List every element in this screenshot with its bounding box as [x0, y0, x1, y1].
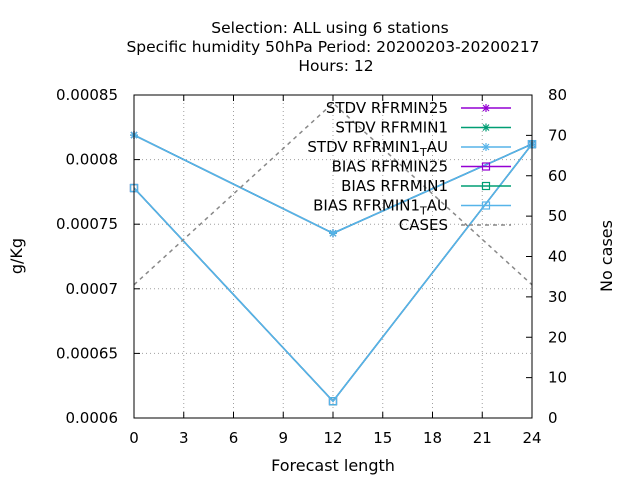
legend-label-3: BIAS RFRMIN25 — [332, 158, 448, 176]
y2-axis-label: No cases — [597, 220, 616, 292]
x-tick-label: 0 — [129, 429, 139, 447]
legend-marker-0 — [482, 104, 490, 112]
x-tick-label: 6 — [229, 429, 239, 447]
x-tick-label: 9 — [278, 429, 288, 447]
legend-label-main: BIAS RFRMIN1 — [313, 197, 420, 215]
y2-tick-label: 40 — [548, 248, 567, 266]
y2-tick-label: 50 — [548, 207, 567, 225]
legend-label-after: AU — [427, 138, 448, 156]
y2-tick-label: 30 — [548, 288, 567, 306]
legend-label-sub: T — [419, 146, 427, 159]
legend-label-6: CASES — [399, 216, 448, 234]
legend-label-4: BIAS RFRMIN1 — [341, 177, 448, 195]
legend-label-main: STDV RFRMIN1 — [335, 119, 448, 137]
series-5-point — [328, 397, 338, 406]
y2-tick-label: 80 — [548, 86, 567, 104]
x-tick-label: 3 — [179, 429, 189, 447]
legend-marker-4 — [481, 181, 491, 191]
y-tick-label: 0.0007 — [66, 280, 119, 298]
legend-label-5: BIAS RFRMIN1TAU — [313, 197, 448, 218]
y2-tick-label: 0 — [548, 409, 558, 427]
legend-marker-3 — [481, 162, 491, 171]
chart-title-line-1: Selection: ALL using 6 stations — [211, 19, 448, 37]
y2-tick-label: 70 — [548, 126, 567, 144]
x-tick-label: 12 — [323, 429, 342, 447]
y-tick-label: 0.00075 — [56, 215, 118, 233]
y-tick-label: 0.0006 — [66, 409, 119, 427]
series-line-6 — [133, 102, 533, 286]
legend-marker-5 — [481, 201, 491, 210]
y-tick-label: 0.00065 — [56, 344, 118, 362]
legend-label-main: BIAS RFRMIN1 — [341, 177, 448, 195]
legend-label-main: CASES — [399, 216, 448, 234]
chart-title-line-3: Hours: 12 — [298, 57, 373, 75]
legend-label-main: STDV RFRMIN1 — [307, 138, 420, 156]
axes: 0 3 6 9 12 15 18 21 24 0.0006 0.00065 0.0007 0.00075… — [56, 86, 567, 447]
legend-label-after: AU — [427, 197, 448, 215]
x-axis-label: Forecast length — [271, 456, 395, 475]
y2-tick-label: 20 — [548, 328, 567, 346]
legend-label-main: BIAS RFRMIN25 — [332, 158, 448, 176]
legend-label-sub: T — [419, 205, 427, 218]
series-line-3 — [133, 143, 533, 403]
legend-marker-2 — [482, 143, 490, 151]
x-tick-label: 21 — [473, 429, 492, 447]
x-tick-label: 24 — [522, 429, 541, 447]
legend-label-main: STDV RFRMIN25 — [326, 99, 448, 117]
y2-tick-label: 60 — [548, 167, 567, 185]
legend-label-1: STDV RFRMIN1 — [335, 119, 448, 137]
series-line-5 — [133, 143, 533, 403]
series-line-4 — [133, 143, 533, 403]
chart-title-line-2: Specific humidity 50hPa Period: 20200203… — [126, 38, 539, 56]
y2-tick-label: 10 — [548, 369, 567, 387]
legend-marker-1 — [482, 123, 490, 132]
y-axis-label: g/Kg — [7, 238, 26, 274]
y-tick-label: 0.0008 — [66, 151, 119, 169]
legend-label-0: STDV RFRMIN25 — [326, 99, 448, 117]
series-2-point — [329, 229, 337, 238]
x-tick-label: 15 — [373, 429, 392, 447]
y-tick-label: 0.00085 — [56, 86, 118, 104]
legend-label-2: STDV RFRMIN1TAU — [307, 138, 448, 159]
x-tick-label: 18 — [423, 429, 442, 447]
